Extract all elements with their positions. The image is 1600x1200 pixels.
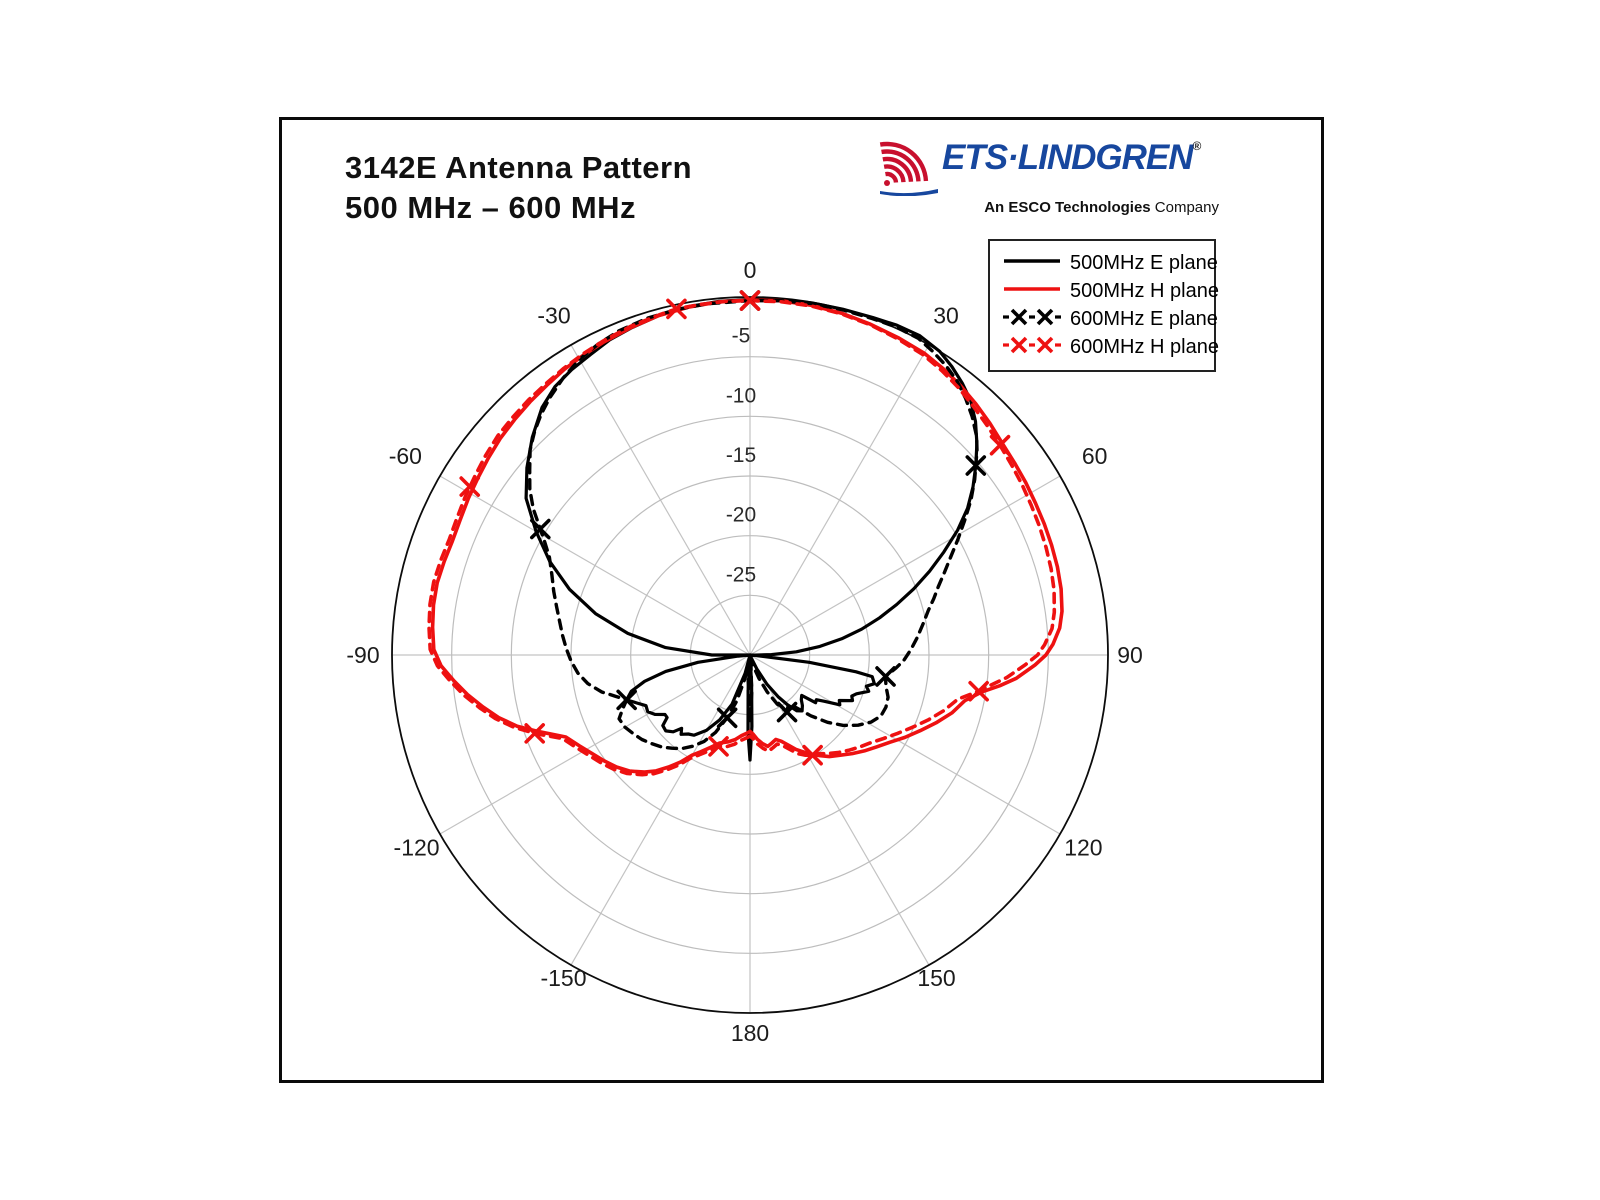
series-500mhz-e-plane — [524, 297, 979, 762]
logo-underline-swoosh — [880, 189, 938, 197]
x-marker-600mhz-h-plane — [802, 744, 823, 766]
legend-swatch-dashed-x-line — [1002, 306, 1062, 333]
x-marker-600mhz-h-plane — [524, 723, 545, 744]
x-marker-600mhz-e-plane — [530, 518, 551, 540]
x-marker-600mhz-h-plane — [739, 290, 761, 311]
angle-tick-label: -60 — [389, 443, 422, 469]
x-marker-600mhz-e-plane — [965, 455, 987, 476]
radio-wave-arc — [881, 149, 921, 182]
x-marker-600mhz-h-plane — [968, 680, 989, 702]
legend-swatch-solid-line — [1002, 278, 1062, 305]
x-marker-600mhz-e-plane — [716, 707, 738, 729]
logo-brand-text: ETS·LINDGREN® — [942, 138, 1202, 177]
angle-tick-label: 150 — [917, 965, 955, 991]
polar-grid-ring — [570, 475, 930, 835]
legend-label: 500MHz H plane — [1070, 280, 1219, 302]
angle-tick-label: -30 — [537, 303, 570, 329]
legend-item-500mhz-h-plane: 500MHz H plane — [990, 278, 1219, 306]
radio-wave-dot — [884, 180, 890, 186]
angle-tick-label: 90 — [1117, 642, 1143, 668]
polar-outer-ring — [391, 296, 1109, 1014]
angle-tick-label: 0 — [744, 257, 757, 283]
r-axis-tick-label: -10 — [726, 384, 756, 407]
r-axis-tick-label: -15 — [726, 444, 756, 467]
x-marker-600mhz-h-plane — [459, 476, 481, 497]
angle-tick-label: 120 — [1064, 835, 1102, 861]
legend-label: 500MHz E plane — [1070, 252, 1218, 274]
x-marker-600mhz-h-plane — [989, 434, 1011, 456]
legend-item-600mhz-e-plane: 600MHz E plane — [990, 306, 1218, 334]
polar-grid-ring — [510, 415, 990, 895]
legend-label: 600MHz H plane — [1070, 336, 1219, 358]
series-600mhz-e-plane — [528, 298, 979, 751]
legend-item-500mhz-e-plane: 500MHz E plane — [990, 250, 1218, 278]
legend-swatch-solid-line — [1002, 250, 1062, 277]
r-axis-tick-label: -20 — [726, 504, 756, 527]
r-axis-tick-label: -5 — [732, 325, 751, 348]
legend-label: 600MHz E plane — [1070, 308, 1218, 330]
polar-grid-ring — [630, 535, 870, 775]
series-600mhz-h-plane — [427, 298, 1057, 777]
x-marker-600mhz-e-plane — [875, 666, 896, 687]
angle-tick-label: -120 — [394, 835, 440, 861]
registered-mark: ® — [1192, 139, 1202, 154]
radio-wave-arc — [879, 141, 929, 182]
logo-tagline: An ESCO Technologies Company — [984, 199, 1219, 216]
chart-title-line2: 500 MHz – 600 MHz — [345, 190, 637, 226]
angle-tick-label: 180 — [731, 1020, 769, 1046]
radio-wave-arc — [882, 156, 914, 183]
radio-waves-icon — [878, 138, 940, 201]
x-marker-600mhz-h-plane — [666, 298, 687, 320]
polar-grid-ring — [451, 356, 1049, 954]
angle-tick-label: 30 — [933, 303, 959, 329]
angle-tick-label: -150 — [540, 965, 586, 991]
angle-tick-label: -90 — [346, 642, 379, 668]
chart-title-line1: 3142E Antenna Pattern — [345, 150, 693, 185]
legend-item-600mhz-h-plane: 600MHz H plane — [990, 334, 1219, 362]
chart-title: 3142E Antenna Pattern 500 MHz – 600 MHz — [345, 148, 692, 229]
x-marker-600mhz-h-plane — [708, 736, 729, 757]
ets-lindgren-logo: ETS·LINDGREN® An ESCO Technologies Compa… — [878, 138, 1223, 216]
radio-wave-arc — [885, 171, 899, 183]
chart-legend: 500MHz E plane 500MHz H plane 600MHz E p… — [988, 239, 1219, 372]
x-marker-600mhz-e-plane — [616, 689, 637, 711]
x-marker-600mhz-e-plane — [776, 701, 798, 723]
r-axis-tick-label: -25 — [726, 563, 756, 586]
radio-wave-arc — [883, 164, 906, 183]
angle-tick-label: 60 — [1082, 443, 1108, 469]
legend-swatch-dashed-x-line — [1002, 334, 1062, 361]
